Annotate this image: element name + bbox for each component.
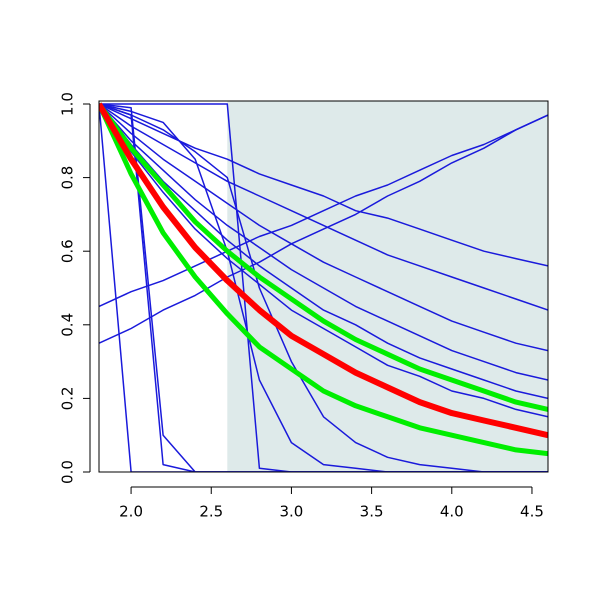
series-line bbox=[99, 103, 548, 472]
y-tick-label: 0.6 bbox=[59, 239, 77, 263]
shaded-region bbox=[227, 101, 549, 472]
plot-frame bbox=[98, 100, 549, 473]
y-tick-label: 0.0 bbox=[59, 460, 77, 484]
series-line bbox=[99, 103, 548, 381]
y-tick-label: 0.4 bbox=[59, 313, 77, 337]
series-line bbox=[99, 102, 548, 439]
series-line bbox=[99, 103, 548, 418]
series-line bbox=[99, 103, 548, 472]
x-tick-label: 4.0 bbox=[440, 503, 464, 521]
series-line bbox=[99, 102, 548, 412]
x-tick-label: 2.5 bbox=[199, 503, 223, 521]
y-tick-label: 0.2 bbox=[59, 386, 77, 410]
series-line bbox=[99, 114, 548, 308]
series-line bbox=[99, 103, 548, 472]
series-line bbox=[99, 103, 548, 311]
x-tick-label: 3.5 bbox=[360, 503, 384, 521]
series-line bbox=[99, 114, 548, 344]
series-line bbox=[99, 103, 548, 267]
series-line bbox=[99, 102, 548, 457]
series-line bbox=[99, 103, 548, 472]
series-line bbox=[99, 103, 548, 400]
series-line bbox=[99, 103, 548, 352]
y-tick-label: 1.0 bbox=[59, 92, 77, 116]
x-tick-label: 4.5 bbox=[520, 503, 544, 521]
series-line bbox=[99, 103, 548, 472]
x-tick-label: 3.0 bbox=[279, 503, 303, 521]
y-tick-label: 0.8 bbox=[59, 166, 77, 190]
x-tick-label: 2.0 bbox=[119, 503, 143, 521]
